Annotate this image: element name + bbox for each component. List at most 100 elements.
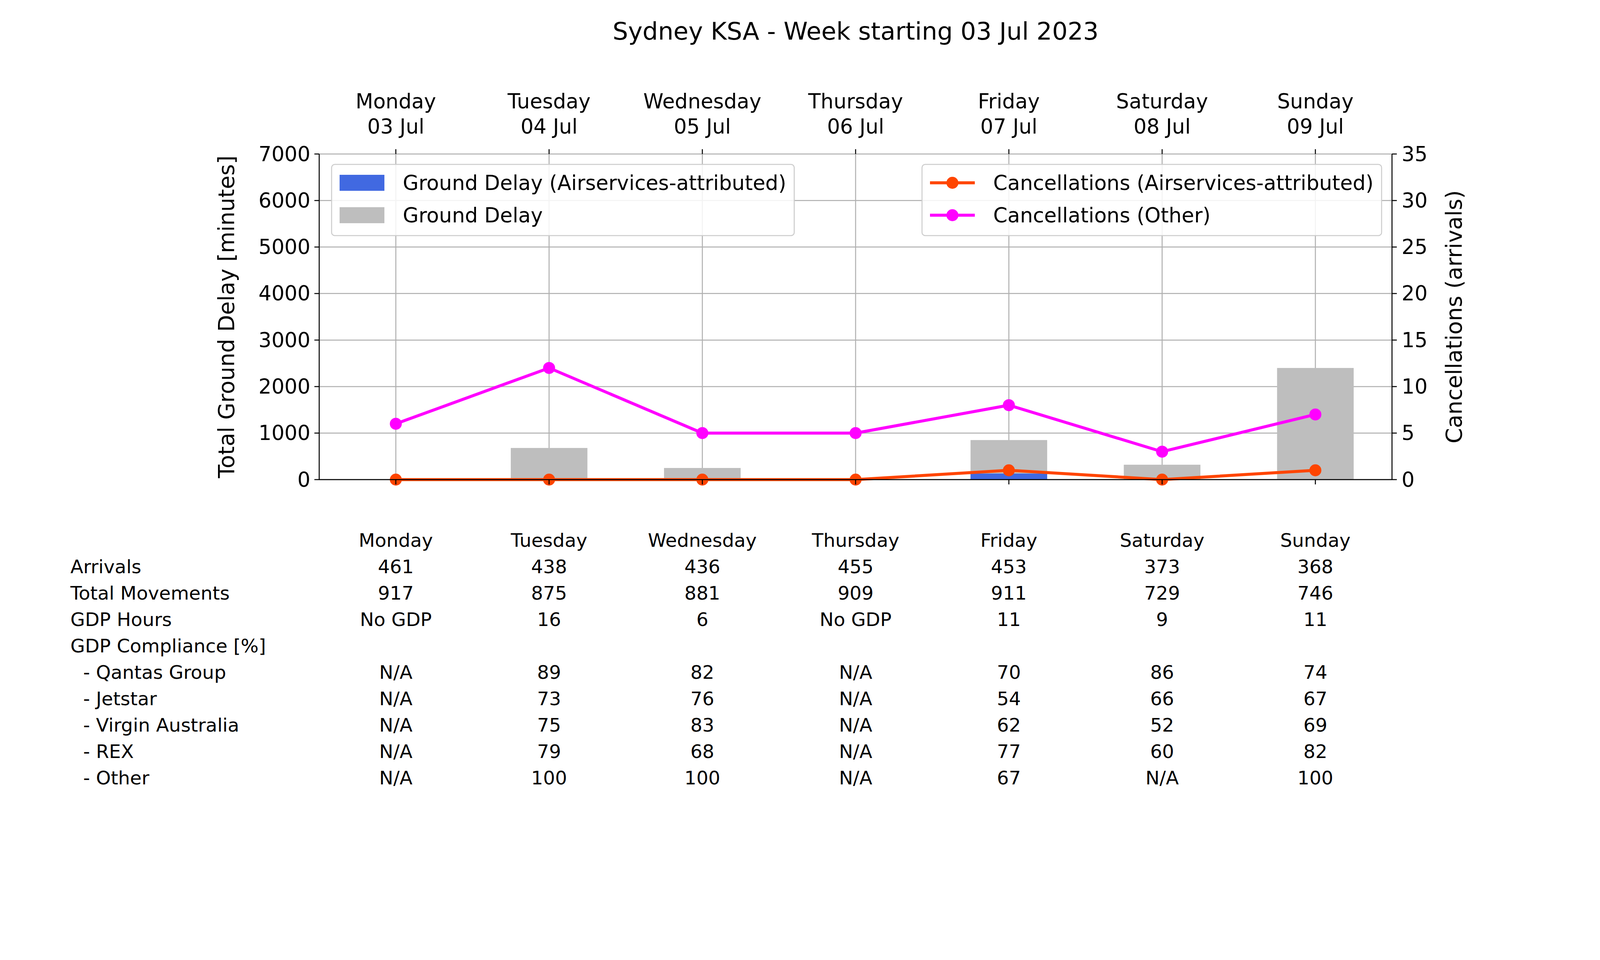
marker [1002,464,1015,477]
marker [1309,464,1322,477]
table-cell: 911 [990,582,1027,604]
table-row-label: GDP Compliance [%] [70,634,266,657]
table-header: Sunday [1280,529,1351,552]
table-cell: 461 [378,555,414,578]
table-cell: N/A [379,714,413,736]
table-cell: 89 [537,661,562,684]
tick [395,479,397,485]
table-cell: 909 [837,582,874,604]
tick-label: 7000 [258,142,311,166]
tick [1161,479,1163,485]
tick [314,479,320,481]
tick-label: 25 [1401,235,1428,259]
grid [319,154,1392,480]
table-cell: 453 [990,555,1027,578]
tick [314,293,320,295]
tick [855,479,857,485]
tick-label: 0 [1401,468,1415,492]
tick [314,339,320,341]
table-cell: 52 [1150,714,1174,736]
table-cell: 436 [684,555,721,578]
table-cell: 438 [531,555,568,578]
table-cell: 917 [378,582,414,604]
table-row-label: - Virgin Australia [83,714,240,736]
tick-label: 5000 [258,235,311,259]
legend: Ground Delay (Airservices-attributed) Gro… [331,164,795,236]
tick [1392,432,1397,434]
background [0,0,1600,960]
table-header: Wednesday [648,529,757,552]
table-cell: 6 [696,608,709,631]
tick [702,479,704,485]
tick-label: 20 [1401,281,1428,306]
category-label-line: 07 Jul [980,114,1038,139]
table-cell: 11 [996,608,1021,631]
tick-label: 10 [1401,374,1428,399]
tick [1008,149,1010,154]
legend-box [331,164,795,236]
table-cell: 76 [690,687,715,710]
legend-label: Ground Delay (Airservices-attributed) [402,171,787,195]
category-label-line: 04 Jul [520,114,578,139]
table-cell: 373 [1144,555,1180,578]
legend-marker [946,209,959,222]
table-cell: 16 [537,608,562,631]
table-row-label: Arrivals [70,555,142,578]
table-cell: 11 [1303,608,1328,631]
legend-label: Cancellations (Other) [993,203,1211,228]
legend-swatch [339,207,385,224]
table-cell: N/A [838,740,872,763]
table-cell: N/A [379,766,413,789]
chart-root: Sydney KSA - Week starting 03 Jul 2023 0 1… [0,0,1600,960]
table-row-label: GDP Hours [70,608,172,631]
axes: 0100020003000400050006000700005101520253… [258,89,1428,492]
category-label: Wednesday05 Jul [643,89,762,139]
legend-marker [946,176,959,189]
tick [1314,479,1316,485]
category-label-line: Thursday [807,89,903,114]
table-cell: 82 [1303,740,1328,763]
tick [855,149,857,154]
bar [970,440,1048,480]
table-cell: 75 [537,714,562,736]
legend-box [922,164,1382,236]
category-label-line: Monday [355,89,436,114]
title: Sydney KSA - Week starting 03 Jul 2023 [612,16,1099,46]
bars [510,368,1354,480]
table-cell: 368 [1297,555,1334,578]
tick [1392,246,1397,248]
table-header: Tuesday [510,529,588,552]
tick-label: 1000 [258,421,311,445]
tick [1008,479,1010,485]
table-cell: 77 [996,740,1021,763]
table-cell: 67 [1303,687,1328,710]
y2-axis [1391,154,1393,480]
marker [1156,445,1168,458]
tick-label: 2000 [258,374,311,399]
tick [395,149,397,154]
table-cell: No GDP [360,608,432,631]
tick [314,200,320,202]
tick [1314,149,1316,154]
legend-label: Ground Delay [402,203,543,228]
category-label-line: 05 Jul [674,114,732,139]
table-cell: 73 [537,687,562,710]
table: MondayTuesdayWednesdayThursdayFridaySatu… [70,529,1351,789]
marker [696,427,709,440]
table-cell: 70 [996,661,1021,684]
table-cell: 729 [1144,582,1180,604]
marker [1309,408,1322,421]
category-label: Friday07 Jul [978,89,1040,139]
table-header: Saturday [1119,529,1205,552]
table-cell: N/A [379,687,413,710]
table-header: Friday [980,529,1038,552]
table-cell: 68 [690,740,715,763]
category-label-line: Sunday [1277,89,1354,114]
table-cell: 67 [996,766,1021,789]
table-row-label: - Other [83,766,150,789]
table-cell: 54 [996,687,1021,710]
y2-axis-label: Cancellations (arrivals) [1441,190,1467,444]
bar [1277,368,1354,480]
table-row-label: Total Movements [70,582,230,604]
table-cell: 455 [837,555,874,578]
